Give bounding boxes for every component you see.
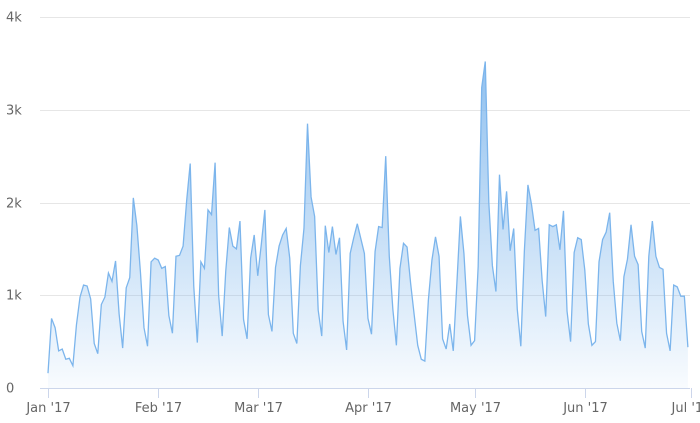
y-tick-label: 2k <box>6 197 22 212</box>
y-tick-label: 0 <box>6 382 14 397</box>
x-axis: Jan '17 Feb '17 Mar '17 Apr '17 May '17 Jun '… <box>25 388 700 416</box>
series-area <box>48 61 688 389</box>
x-tick-label: Jul '17 <box>671 401 700 416</box>
x-tick-label: Jan '17 <box>25 401 70 416</box>
x-tick-label: Apr '17 <box>345 401 392 416</box>
x-tick-label: Feb '17 <box>135 401 182 416</box>
y-axis-labels: 0 1k 2k 3k 4k <box>6 11 22 397</box>
y-tick-label: 1k <box>6 289 22 304</box>
x-tick-label: Jun '17 <box>562 401 608 416</box>
y-tick-label: 4k <box>6 11 22 26</box>
x-tick-label: Mar '17 <box>234 401 283 416</box>
series-line <box>47 61 689 374</box>
x-tick-label: May '17 <box>450 401 501 416</box>
y-tick-label: 3k <box>6 104 22 119</box>
